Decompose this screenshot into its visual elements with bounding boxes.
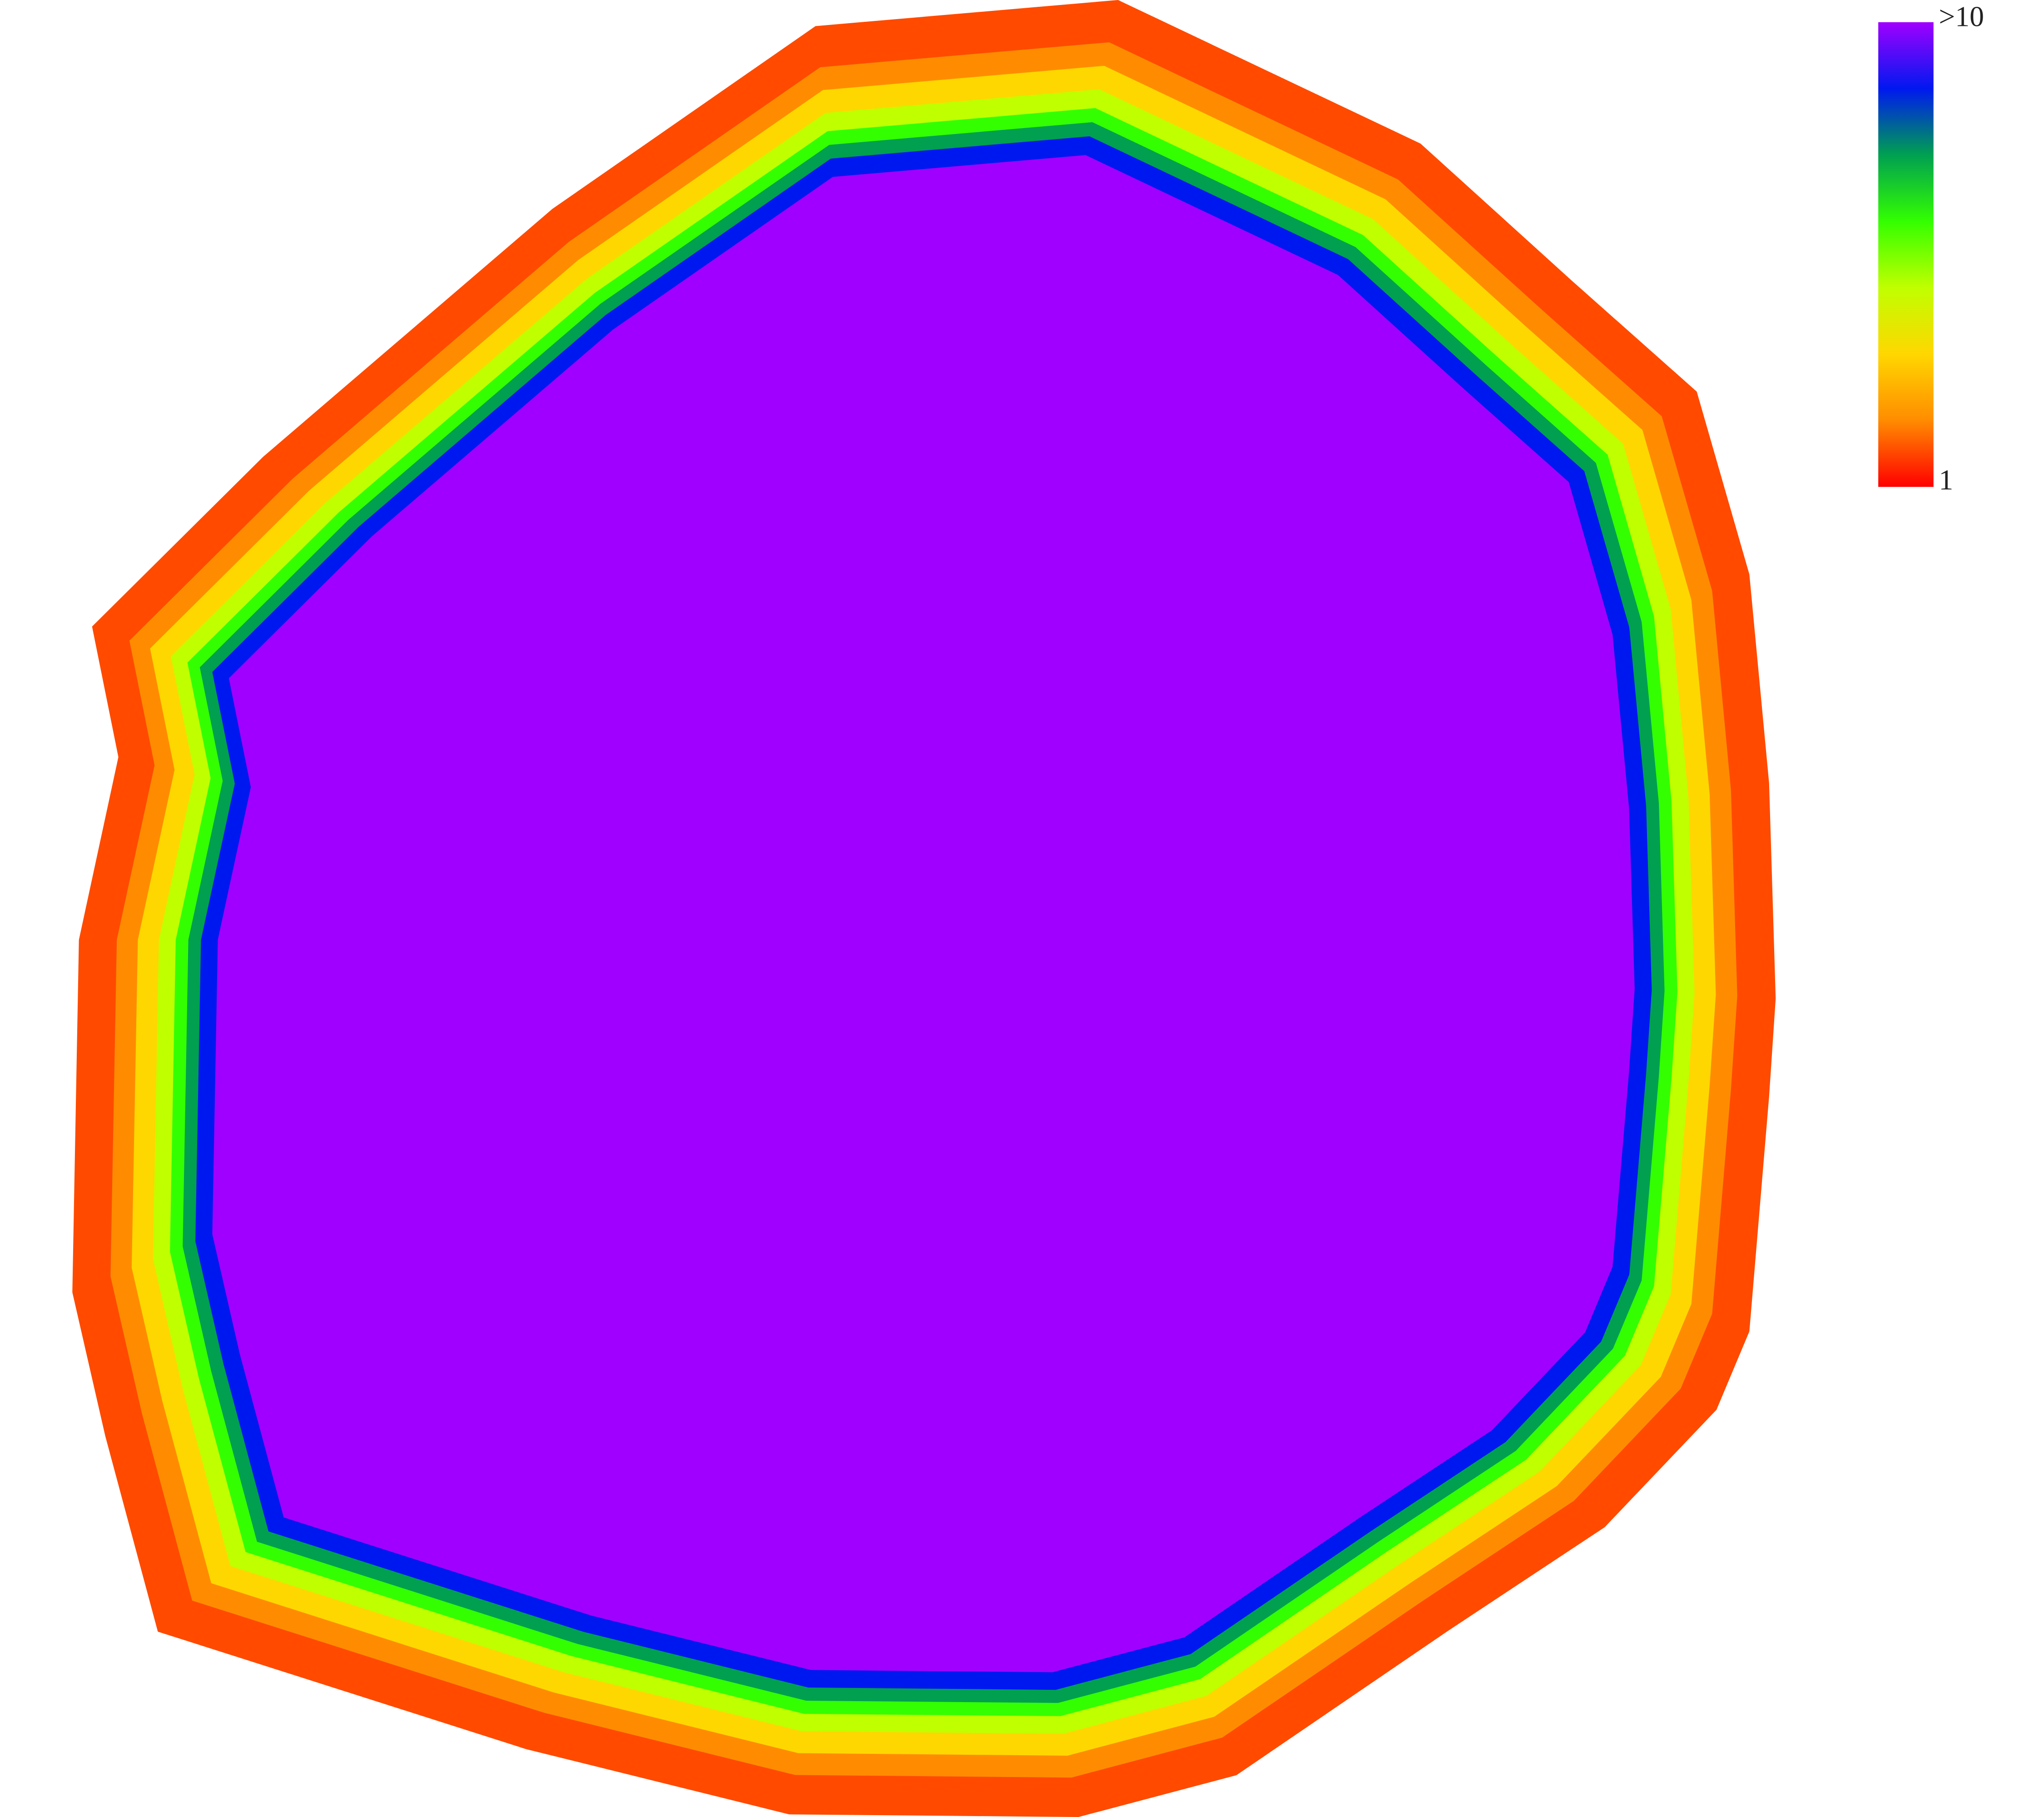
colorbar-min-label: 1	[1939, 464, 1953, 496]
colorbar	[1878, 22, 1934, 487]
colorbar-max-label: >10	[1939, 0, 1984, 33]
coverage-band	[212, 155, 1635, 1673]
coverage-area	[72, 0, 1776, 1817]
